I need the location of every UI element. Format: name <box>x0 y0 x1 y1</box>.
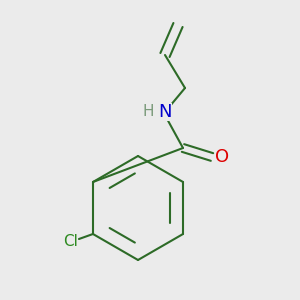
Text: Cl: Cl <box>64 235 78 250</box>
Text: O: O <box>215 148 229 166</box>
Text: N: N <box>158 103 172 121</box>
Text: H: H <box>142 104 154 119</box>
